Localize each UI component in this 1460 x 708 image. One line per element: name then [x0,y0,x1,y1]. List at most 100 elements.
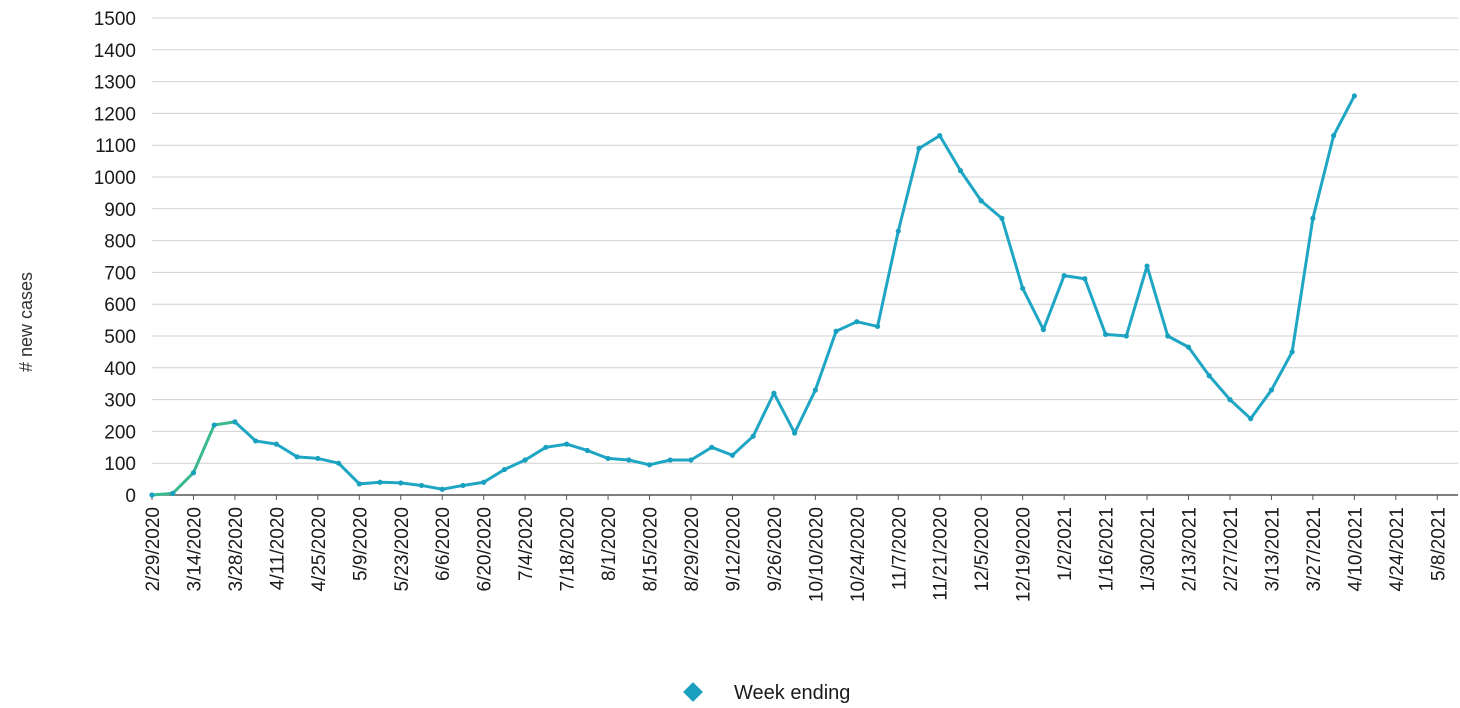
series-line-segment [191,423,216,475]
data-point [439,486,445,492]
data-point [564,441,570,447]
data-point [916,145,922,151]
series-line-segment [565,442,589,452]
series-line-segment [855,320,880,328]
series-line-segment [772,391,797,435]
data-point [626,457,632,463]
series-line-segment [316,456,341,465]
x-tick-label: 6/6/2020 [433,507,454,581]
series-line-segment [1083,277,1108,336]
y-tick-label: 700 [104,263,136,284]
data-point [1227,397,1233,403]
series-line-segment [274,442,299,459]
series-line-segment [710,445,734,457]
series-line-segment [1104,332,1128,338]
data-point [729,452,736,458]
x-tick-label: 6/20/2020 [475,507,496,592]
data-point [999,215,1005,221]
data-point [854,319,860,325]
x-tick-label: 2/13/2021 [1180,507,1201,592]
data-point [584,447,590,454]
data-point [605,455,611,462]
data-point [294,454,300,460]
x-tick-label: 4/11/2020 [267,507,288,590]
series-line-segment [461,480,486,487]
series-line-segment [938,134,962,173]
data-point [957,168,964,174]
series-line-segment [917,134,942,150]
data-point [149,492,155,498]
series-line-segment [1207,374,1232,402]
series-line-segment [627,458,652,467]
x-tick-label: 2/27/2021 [1221,507,1242,592]
data-point [418,482,425,489]
x-tick-label: 5/8/2021 [1428,507,1449,581]
data-point [812,387,818,393]
data-point [792,430,798,436]
data-point [1351,93,1357,99]
series-line-segment [1166,334,1191,349]
data-point [232,419,238,425]
x-tick-label: 3/27/2021 [1304,507,1325,592]
data-point [253,438,259,444]
y-tick-label: 1000 [94,168,136,189]
y-tick-label: 1200 [94,104,136,125]
x-tick-label: 8/29/2020 [682,507,703,592]
y-tick-label: 800 [104,232,136,253]
series-line-segment [523,445,548,462]
y-tick-label: 1400 [94,41,136,62]
series-line-segment [502,458,527,472]
data-point [1082,276,1088,282]
series-line-segment [730,434,755,457]
x-tick-label: 3/14/2020 [184,507,205,592]
y-tick-label: 1100 [95,136,136,157]
legend-label: Week ending [734,682,850,704]
data-point [1248,416,1254,422]
series-line-segment [399,481,423,487]
data-point [1165,333,1171,339]
x-tick-label: 8/15/2020 [641,507,662,592]
data-point [190,470,197,476]
series-line-segment [357,480,382,486]
series-line-segment [295,455,320,460]
data-point [1020,285,1026,291]
data-point [1185,344,1192,350]
series-line-segment [212,420,237,427]
legend: Week ending [683,682,850,704]
x-tick-label: 9/12/2020 [723,507,744,592]
data-point [211,422,217,428]
series-line-segment [1124,264,1149,338]
series-line-segment [1187,345,1211,378]
y-tick-label: 100 [104,454,136,475]
series-line-segment [751,391,776,438]
data-point [978,198,984,204]
legend-marker [683,682,703,702]
data-point [335,460,342,466]
series-line-segment [482,468,506,484]
data-point [522,457,528,463]
x-tick-label: 1/16/2021 [1097,507,1118,592]
data-point [501,466,508,473]
data-point [170,490,176,497]
x-tick-label: 10/24/2020 [848,507,869,602]
data-point [1061,272,1067,279]
data-point [273,441,279,447]
series-line-segment [544,442,569,449]
data-point [937,133,943,139]
x-tick-label: 11/21/2020 [931,507,952,601]
data-point [398,480,404,486]
y-tick-label: 900 [104,200,136,221]
x-tick-label: 3/13/2021 [1262,507,1283,592]
series-line-segment [689,445,714,462]
y-tick-label: 300 [104,391,136,412]
data-point [1331,133,1337,139]
x-tick-label: 1/2/2021 [1055,507,1076,581]
series-line-segment [233,420,258,443]
x-tick-label: 11/7/2020 [889,507,910,590]
series-line-segment [150,491,175,497]
x-tick-label: 12/19/2020 [1014,507,1035,602]
series-line-segment [793,388,817,435]
series-line-segment [585,448,610,460]
